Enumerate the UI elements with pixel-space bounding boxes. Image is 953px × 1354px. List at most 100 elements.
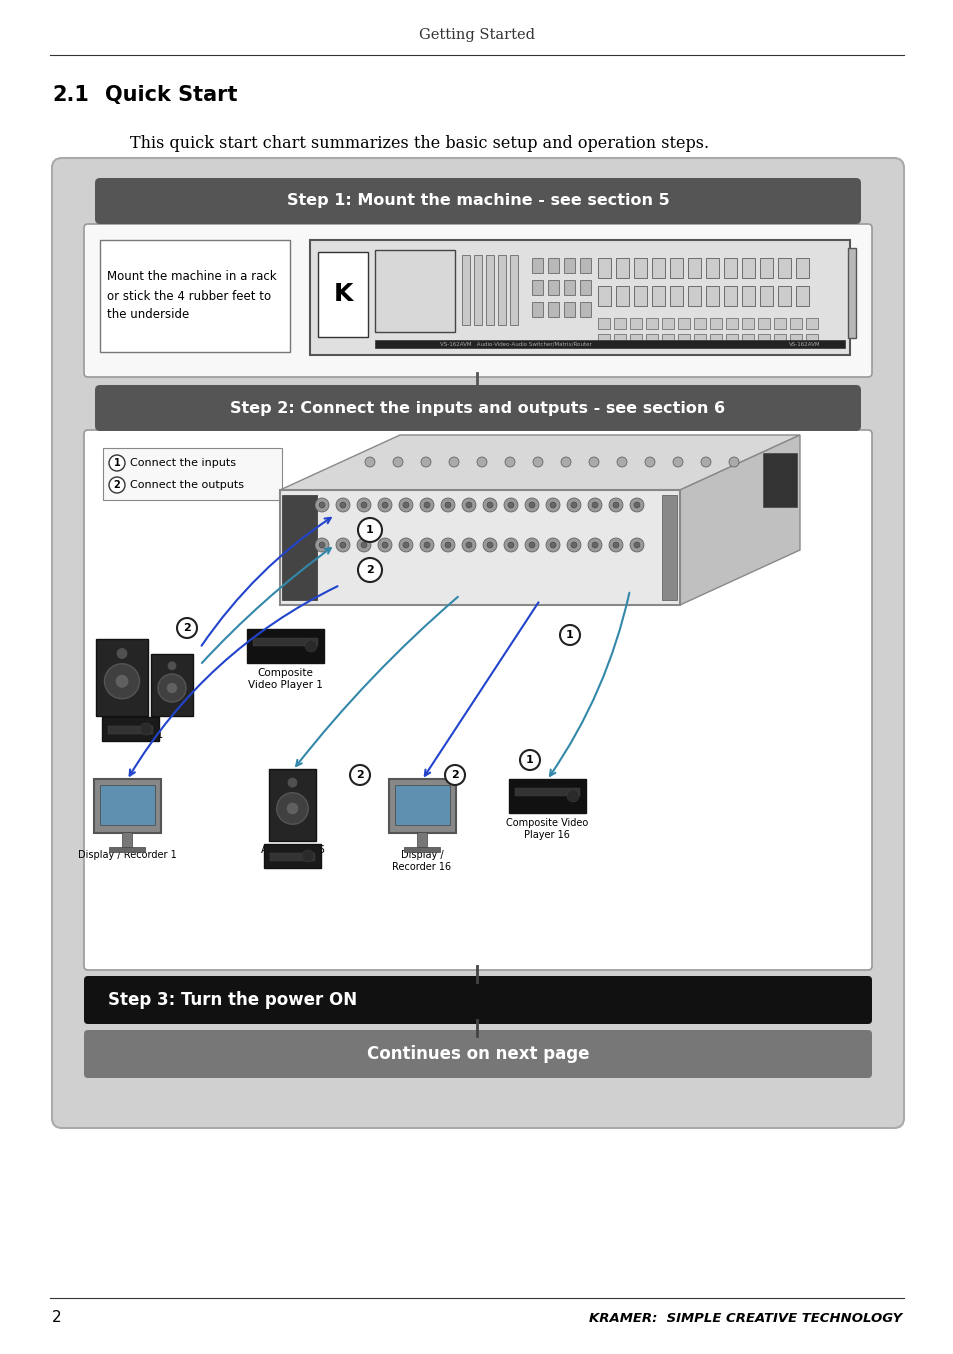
Circle shape [559,626,579,645]
Circle shape [644,458,655,467]
Bar [741,318,753,329]
Circle shape [444,765,464,785]
Bar [629,334,641,345]
FancyBboxPatch shape [102,718,159,741]
Bar [598,318,609,329]
Bar [760,259,772,278]
Bar [614,318,625,329]
Bar [108,726,152,734]
Circle shape [617,458,626,467]
Bar [563,259,575,274]
Bar [375,250,455,332]
Circle shape [423,502,430,508]
Circle shape [402,542,409,548]
Circle shape [109,477,125,493]
Circle shape [339,502,346,508]
Circle shape [529,502,535,508]
Circle shape [519,750,539,770]
Circle shape [360,502,367,508]
Circle shape [335,498,350,512]
Text: Amplifier 16: Amplifier 16 [261,845,325,854]
Circle shape [629,498,643,512]
Bar [709,334,721,345]
Circle shape [533,458,542,467]
Circle shape [634,542,639,548]
Text: Composite Video
Player 16: Composite Video Player 16 [505,818,587,841]
Bar [645,318,658,329]
Circle shape [608,538,622,552]
Text: 1: 1 [366,525,374,535]
Circle shape [305,640,316,653]
Text: Amplifier 1: Amplifier 1 [107,730,164,741]
Circle shape [503,498,517,512]
FancyBboxPatch shape [269,769,315,841]
Bar [651,286,664,306]
FancyBboxPatch shape [95,177,861,223]
Text: 2: 2 [355,770,363,780]
Text: 1: 1 [113,458,120,468]
Bar [547,259,558,274]
Text: 2: 2 [113,481,120,490]
Text: Step 1: Mount the machine - see section 5: Step 1: Mount the machine - see section … [286,194,669,209]
Circle shape [318,502,325,508]
Bar [100,785,154,825]
FancyBboxPatch shape [310,240,849,355]
Circle shape [377,498,392,512]
Bar [645,334,658,345]
FancyBboxPatch shape [95,385,861,431]
Bar [395,785,450,825]
FancyBboxPatch shape [94,779,161,833]
Circle shape [587,538,601,552]
Circle shape [350,765,370,785]
Circle shape [566,498,580,512]
Text: Connect the inputs: Connect the inputs [130,458,235,468]
Bar [404,848,440,852]
Bar [723,286,737,306]
Bar [253,638,317,646]
Circle shape [402,502,409,508]
Bar [282,496,316,600]
Circle shape [524,498,538,512]
Circle shape [482,498,497,512]
Circle shape [381,542,388,548]
Circle shape [360,542,367,548]
Circle shape [276,792,308,825]
Bar [795,286,808,306]
Circle shape [629,538,643,552]
Bar [634,259,646,278]
Text: VS-162AVM   Audio-Video-Audio Switcher/Matrix/Router: VS-162AVM Audio-Video-Audio Switcher/Mat… [439,341,591,347]
Bar [661,334,673,345]
Text: Display / Recorder 1: Display / Recorder 1 [77,850,176,860]
Circle shape [465,502,472,508]
Circle shape [357,519,381,542]
Text: Composite
Video Player 1: Composite Video Player 1 [247,668,322,691]
Circle shape [529,542,535,548]
Bar [598,334,609,345]
Bar [723,259,737,278]
Bar [741,286,754,306]
FancyBboxPatch shape [247,630,324,663]
Bar [122,831,132,848]
Circle shape [634,502,639,508]
Circle shape [168,662,175,670]
Circle shape [566,789,578,802]
Text: 2: 2 [366,565,374,575]
Bar [270,853,314,861]
Circle shape [167,684,176,693]
Circle shape [545,498,559,512]
Circle shape [444,542,451,548]
FancyBboxPatch shape [762,454,796,506]
Text: K: K [333,282,353,306]
Circle shape [507,542,514,548]
Circle shape [393,458,402,467]
Bar [515,788,579,796]
Bar [687,286,700,306]
FancyBboxPatch shape [389,779,456,833]
Bar [598,286,610,306]
Circle shape [592,542,598,548]
Circle shape [482,538,497,552]
Bar [317,252,368,337]
Circle shape [465,542,472,548]
Bar [678,318,689,329]
Bar [661,318,673,329]
